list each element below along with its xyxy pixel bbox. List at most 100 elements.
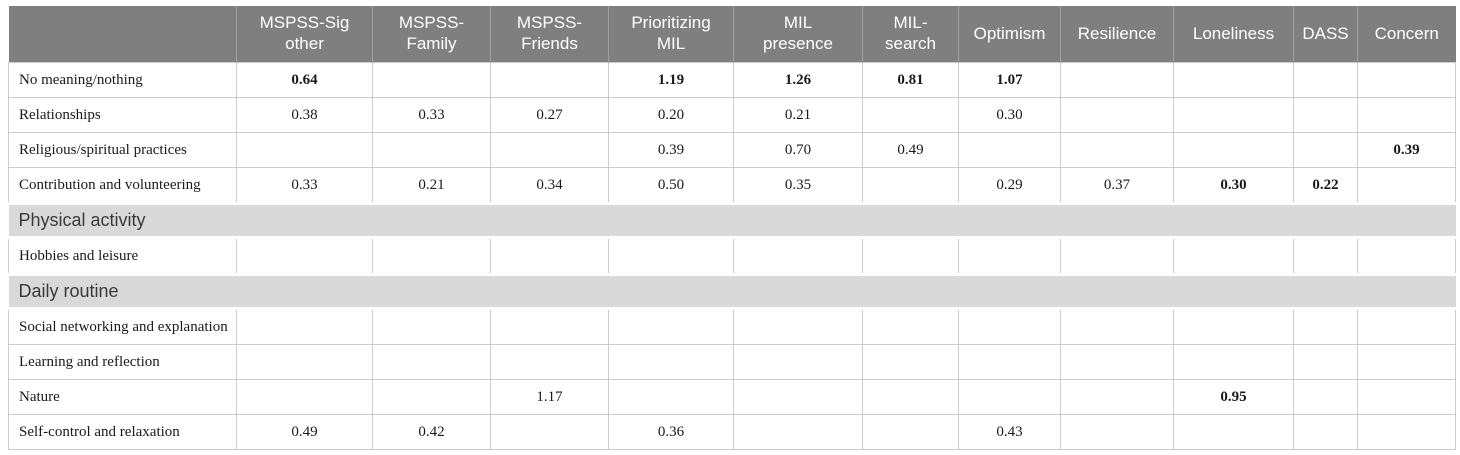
col-header-loneliness: Loneliness (1173, 6, 1294, 63)
value-cell: 0.30 (1173, 167, 1294, 204)
empty-cell (1173, 414, 1294, 450)
value-cell: 0.38 (236, 97, 373, 133)
value-cell: 0.29 (958, 167, 1061, 204)
value-cell: 0.36 (608, 414, 734, 450)
data-row-contribution-and-volunteering: Contribution and volunteering 0.33 0.21 0.3… (8, 167, 1456, 204)
value-cell: 0.20 (608, 97, 734, 133)
empty-cell (1060, 97, 1174, 133)
empty-cell (1357, 167, 1456, 204)
empty-cell (958, 237, 1061, 275)
data-row-self-control-and-relaxation: Self-control and relaxation 0.49 0.42 0.36 0… (8, 414, 1456, 450)
empty-cell (862, 344, 959, 380)
empty-cell (862, 167, 959, 204)
empty-cell (1293, 414, 1358, 450)
empty-cell (862, 97, 959, 133)
data-row-hobbies-and-leisure: Hobbies and leisure (8, 237, 1456, 275)
value-cell: 0.49 (236, 414, 373, 450)
table-body: No meaning/nothing 0.64 1.19 1.26 0.81 1.07 Re… (8, 62, 1456, 450)
empty-cell (1060, 237, 1174, 275)
empty-cell (1060, 414, 1174, 450)
empty-cell (608, 344, 734, 380)
empty-cell (958, 132, 1061, 168)
empty-cell (958, 308, 1061, 345)
col-header-optimism: Optimism (958, 6, 1061, 63)
empty-cell (1357, 237, 1456, 275)
empty-cell (372, 308, 491, 345)
empty-cell (372, 132, 491, 168)
value-cell: 0.21 (733, 97, 863, 133)
value-cell: 0.33 (236, 167, 373, 204)
empty-cell (862, 414, 959, 450)
empty-cell (372, 237, 491, 275)
empty-cell (1293, 379, 1358, 415)
section-label: Physical activity (8, 202, 1456, 239)
value-cell: 0.22 (1293, 167, 1358, 204)
empty-cell (490, 308, 609, 345)
data-row-learning-and-reflection: Learning and reflection (8, 344, 1456, 380)
col-header-prioritizing-mil: Prioritizing MIL (608, 6, 734, 63)
value-cell: 0.81 (862, 62, 959, 98)
empty-cell (236, 308, 373, 345)
correlation-table: MSPSS-Sig other MSPSS- Family MSPSS- Frien… (8, 6, 1456, 450)
empty-cell (236, 379, 373, 415)
empty-cell (1357, 62, 1456, 98)
value-cell: 0.39 (608, 132, 734, 168)
col-header-concern: Concern (1357, 6, 1456, 63)
empty-cell (1293, 132, 1358, 168)
value-cell: 0.34 (490, 167, 609, 204)
row-label: Contribution and volunteering (8, 167, 237, 204)
row-label: Religious/spiritual practices (8, 132, 237, 168)
row-label: Self-control and relaxation (8, 414, 237, 450)
col-header-mspss-friends: MSPSS- Friends (490, 6, 609, 63)
empty-cell (958, 379, 1061, 415)
empty-cell (733, 344, 863, 380)
empty-cell (372, 344, 491, 380)
empty-cell (608, 308, 734, 345)
empty-cell (1060, 344, 1174, 380)
empty-cell (236, 237, 373, 275)
empty-cell (1060, 379, 1174, 415)
empty-cell (1173, 132, 1294, 168)
section-row-daily-routine: Daily routine (8, 273, 1456, 310)
value-cell: 0.37 (1060, 167, 1174, 204)
value-cell: 1.26 (733, 62, 863, 98)
header-row: MSPSS-Sig other MSPSS- Family MSPSS- Frien… (8, 6, 1456, 63)
row-label: Hobbies and leisure (8, 237, 237, 275)
empty-cell (1173, 344, 1294, 380)
value-cell: 0.50 (608, 167, 734, 204)
empty-cell (608, 379, 734, 415)
value-cell: 0.95 (1173, 379, 1294, 415)
empty-cell (490, 237, 609, 275)
empty-cell (490, 414, 609, 450)
empty-cell (862, 379, 959, 415)
empty-cell (236, 132, 373, 168)
empty-cell (1060, 62, 1174, 98)
empty-cell (490, 344, 609, 380)
empty-cell (1173, 237, 1294, 275)
value-cell: 0.64 (236, 62, 373, 98)
table-header: MSPSS-Sig other MSPSS- Family MSPSS- Frien… (8, 6, 1456, 63)
data-row-social-networking-and-explanation: Social networking and explanation (8, 308, 1456, 345)
empty-cell (958, 344, 1061, 380)
empty-cell (862, 237, 959, 275)
empty-cell (1060, 308, 1174, 345)
value-cell: 0.21 (372, 167, 491, 204)
empty-cell (733, 308, 863, 345)
value-cell: 0.49 (862, 132, 959, 168)
empty-cell (1173, 62, 1294, 98)
empty-cell (733, 414, 863, 450)
row-label: Social networking and explanation (8, 308, 237, 345)
empty-cell (490, 132, 609, 168)
data-row-nature: Nature 1.17 0.95 (8, 379, 1456, 415)
value-cell: 1.07 (958, 62, 1061, 98)
empty-cell (1293, 344, 1358, 380)
empty-cell (372, 62, 491, 98)
col-header-mil-search: MIL- search (862, 6, 959, 63)
value-cell: 0.43 (958, 414, 1061, 450)
row-label: Relationships (8, 97, 237, 133)
col-header-resilience: Resilience (1060, 6, 1174, 63)
empty-cell (1357, 344, 1456, 380)
empty-cell (1060, 132, 1174, 168)
empty-cell (490, 62, 609, 98)
empty-cell (1173, 308, 1294, 345)
